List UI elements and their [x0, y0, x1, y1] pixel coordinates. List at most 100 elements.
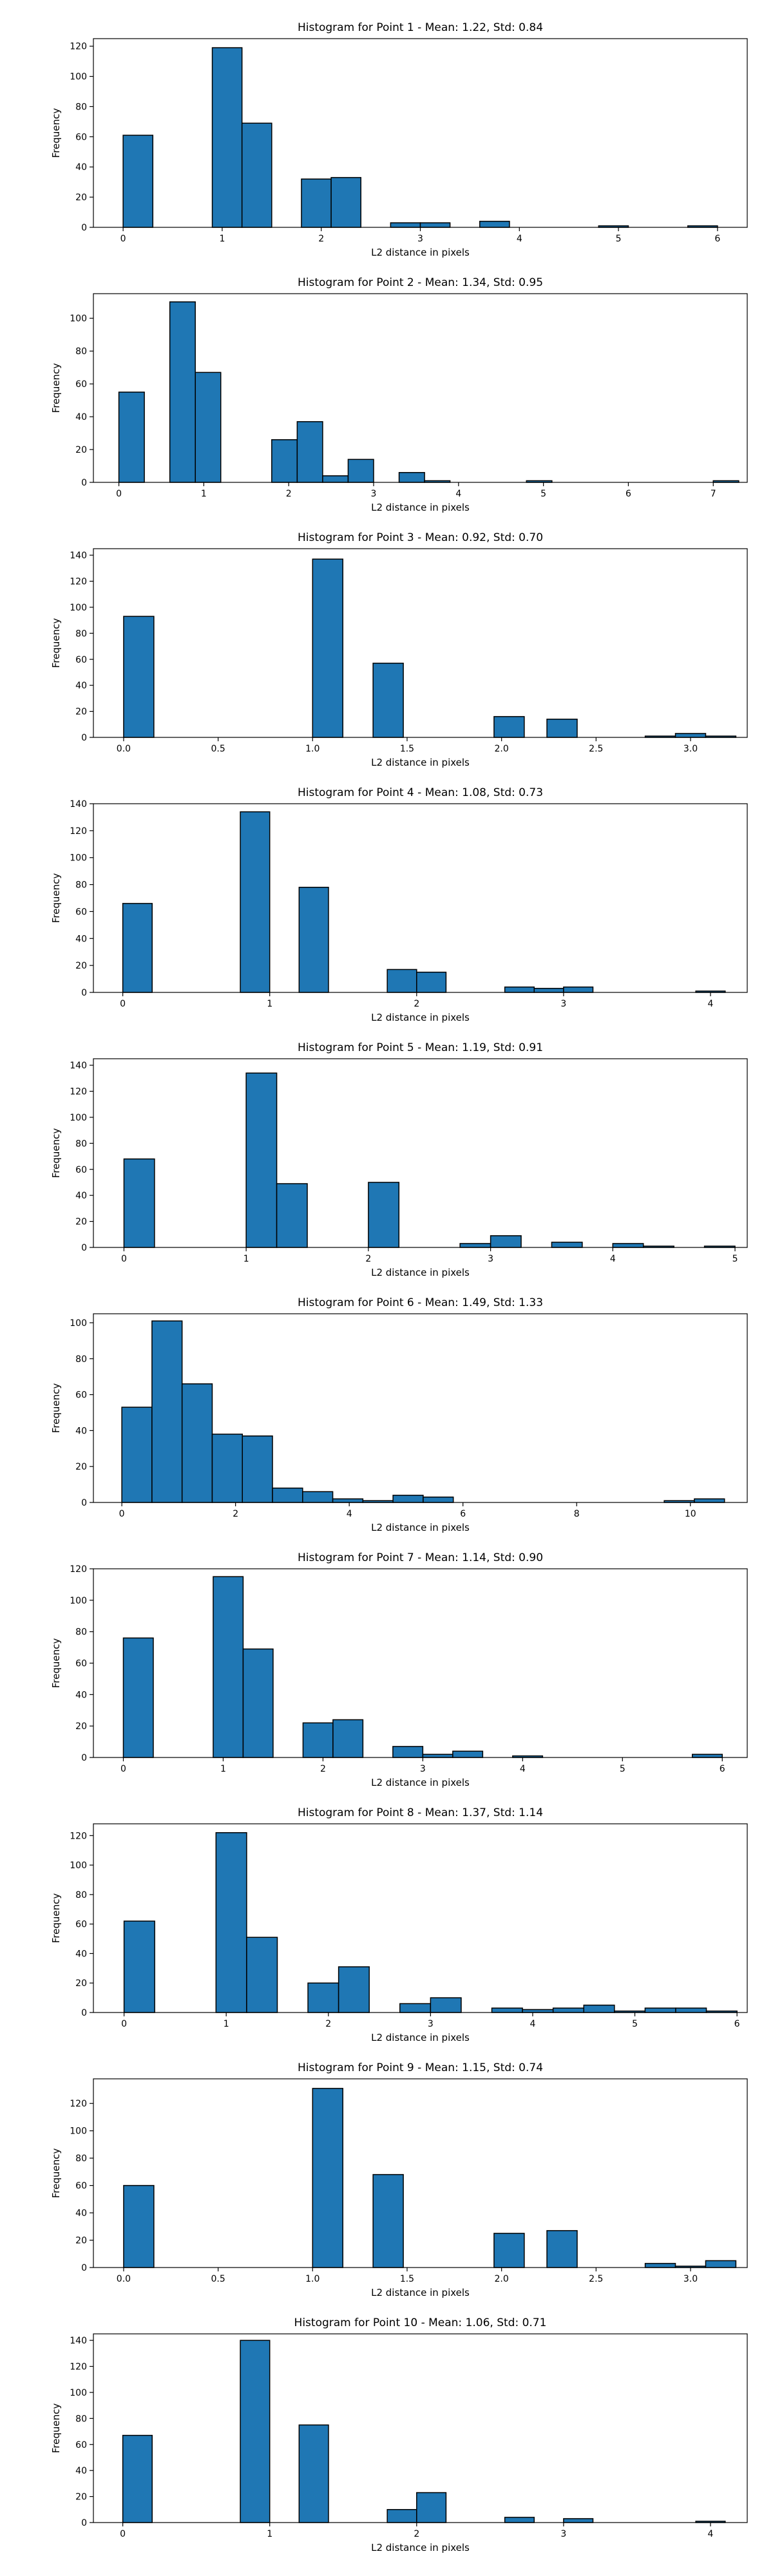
- histogram-bar: [423, 1496, 454, 1503]
- histogram-bar: [399, 2003, 432, 2013]
- x-tick-label: 1.5: [400, 2274, 414, 2284]
- histogram-bar: [181, 1383, 213, 1503]
- histogram-10: Histogram for Point 10 - Mean: 1.06, Std…: [50, 2316, 748, 2553]
- histogram-bar: [123, 2184, 155, 2268]
- histogram-bar: [122, 135, 154, 228]
- histogram-bar: [493, 715, 525, 738]
- x-tick-label: 1: [219, 234, 225, 244]
- histogram-bar: [215, 1832, 247, 2013]
- y-tick-label: 60: [75, 132, 87, 142]
- plot-frame: [93, 548, 748, 738]
- x-tick-label: 0: [116, 489, 122, 499]
- histogram-bar: [546, 718, 578, 738]
- x-tick-label: 0: [120, 2529, 126, 2539]
- x-tick-label: 6: [625, 489, 631, 499]
- histogram-bar: [298, 2424, 329, 2523]
- y-tick-label: 60: [75, 1165, 87, 1175]
- histogram-bar: [242, 1435, 273, 1503]
- histogram-bar: [644, 2007, 676, 2013]
- histogram-4: Histogram for Point 4 - Mean: 1.08, Std:…: [50, 786, 748, 1023]
- y-axis-label: Frequency: [50, 2148, 62, 2199]
- x-tick-label: 5: [632, 2019, 638, 2029]
- x-tick-label: 0: [121, 1254, 127, 1264]
- chart-title: Histogram for Point 5 - Mean: 1.19, Std:…: [298, 1041, 543, 1054]
- histogram-bar: [644, 2262, 676, 2268]
- y-tick-label: 100: [70, 1861, 87, 1871]
- x-tick-label: 2: [286, 489, 292, 499]
- histogram-bar: [213, 1576, 244, 1758]
- y-tick-label: 40: [75, 2466, 87, 2476]
- x-tick-label: 2: [325, 2019, 331, 2029]
- plot-frame: [93, 803, 748, 993]
- y-tick-label: 140: [70, 1061, 87, 1071]
- x-tick-label: 5: [620, 1764, 625, 1774]
- y-tick-label: 0: [81, 1243, 87, 1253]
- histogram-bar: [241, 122, 272, 228]
- y-tick-label: 60: [75, 655, 87, 665]
- x-axis-label: L2 distance in pixels: [371, 247, 470, 258]
- histogram-bar: [276, 1183, 308, 1248]
- x-tick-label: 0.0: [117, 2274, 131, 2284]
- histogram-bar: [312, 558, 343, 738]
- histogram-bar: [123, 1158, 155, 1248]
- y-tick-label: 140: [70, 2336, 87, 2346]
- y-tick-label: 0: [81, 988, 87, 998]
- y-axis-label: Frequency: [50, 1128, 62, 1179]
- histogram-bar: [392, 1746, 424, 1758]
- plot-frame: [93, 2078, 748, 2268]
- histogram-bar: [705, 2260, 737, 2268]
- x-tick-label: 0: [121, 2019, 127, 2029]
- x-tick-label: 3.0: [683, 2274, 698, 2284]
- y-tick-label: 40: [75, 2208, 87, 2219]
- y-tick-label: 140: [70, 551, 87, 561]
- x-tick-label: 2: [414, 999, 419, 1009]
- x-axis-label: L2 distance in pixels: [371, 1522, 470, 1533]
- plot-frame: [93, 293, 748, 483]
- histogram-bar: [272, 1487, 303, 1503]
- histogram-bar: [533, 987, 564, 993]
- histogram-5: Histogram for Point 5 - Mean: 1.19, Std:…: [50, 1041, 748, 1278]
- histogram-7: Histogram for Point 7 - Mean: 1.14, Std:…: [50, 1551, 748, 1788]
- histogram-bar: [312, 2088, 343, 2268]
- histogram-bar: [386, 2509, 417, 2523]
- plot-frame: [93, 1058, 748, 1248]
- histogram-bar: [296, 421, 323, 483]
- y-tick-label: 80: [75, 1627, 87, 1638]
- y-axis-label: Frequency: [50, 1638, 62, 1689]
- plot-frame: [93, 1313, 748, 1503]
- y-tick-label: 100: [70, 72, 87, 82]
- y-tick-label: 80: [75, 2414, 87, 2424]
- y-tick-label: 60: [75, 1920, 87, 1930]
- x-tick-label: 0: [120, 234, 126, 244]
- x-tick-label: 2: [414, 2529, 419, 2539]
- chart-title: Histogram for Point 1 - Mean: 1.22, Std:…: [298, 21, 543, 34]
- histogram-bar: [332, 1719, 364, 1758]
- x-tick-label: 0: [119, 1509, 125, 1519]
- x-tick-label: 4: [708, 999, 714, 1009]
- y-tick-label: 60: [75, 2181, 87, 2192]
- y-axis-label: Frequency: [50, 618, 62, 668]
- y-axis-label: Frequency: [50, 1893, 62, 1944]
- y-tick-label: 40: [75, 681, 87, 691]
- y-tick-label: 120: [70, 1564, 87, 1575]
- histogram-bar: [522, 2009, 554, 2013]
- y-tick-label: 60: [75, 907, 87, 917]
- histogram-bar: [692, 1754, 723, 1758]
- y-tick-label: 40: [75, 934, 87, 944]
- x-axis-label: L2 distance in pixels: [371, 1012, 470, 1023]
- y-tick-label: 100: [70, 314, 87, 324]
- histogram-bar: [307, 1982, 339, 2013]
- y-tick-label: 140: [70, 799, 87, 810]
- y-tick-label: 80: [75, 2154, 87, 2164]
- y-tick-label: 20: [75, 1978, 87, 1989]
- histogram-bar: [123, 616, 155, 738]
- y-tick-label: 120: [70, 1831, 87, 1841]
- y-tick-label: 120: [70, 826, 87, 837]
- x-tick-label: 6: [734, 2019, 740, 2029]
- x-tick-label: 5: [540, 489, 546, 499]
- x-tick-label: 2: [233, 1509, 238, 1519]
- y-tick-label: 20: [75, 1721, 87, 1732]
- y-axis-label: Frequency: [50, 1383, 62, 1434]
- x-tick-label: 2.5: [589, 2274, 603, 2284]
